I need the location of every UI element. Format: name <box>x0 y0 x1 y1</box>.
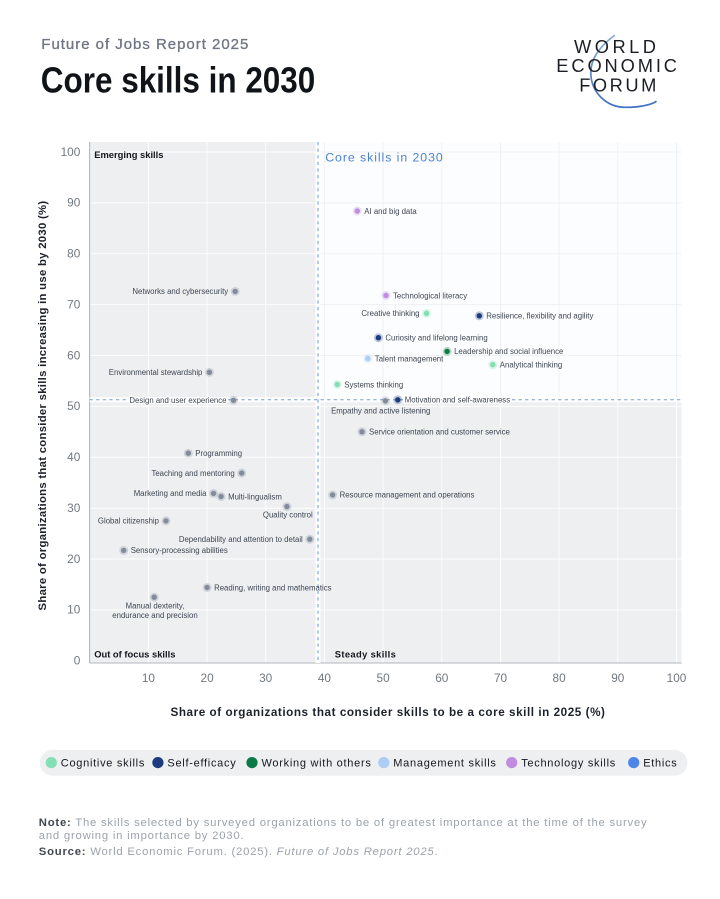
svg-text:Manual dexterity,: Manual dexterity, <box>126 602 185 611</box>
svg-text:Creative thinking: Creative thinking <box>361 309 419 318</box>
svg-text:Empathy and active listening: Empathy and active listening <box>331 407 430 416</box>
svg-text:60: 60 <box>435 671 449 685</box>
svg-text:Out of focus skills: Out of focus skills <box>94 648 175 659</box>
svg-text:20: 20 <box>67 552 81 566</box>
svg-text:90: 90 <box>611 671 625 685</box>
svg-text:0: 0 <box>74 654 81 668</box>
svg-text:Reading, writing and mathemati: Reading, writing and mathematics <box>214 583 332 592</box>
svg-text:Ethics: Ethics <box>643 757 677 769</box>
svg-text:Service orientation and custom: Service orientation and customer service <box>369 428 510 437</box>
svg-text:Management skills: Management skills <box>393 757 496 769</box>
svg-text:Systems thinking: Systems thinking <box>344 380 403 389</box>
svg-text:Resilience, flexibility and ag: Resilience, flexibility and agility <box>486 312 593 321</box>
svg-text:Self-efficacy: Self-efficacy <box>167 757 236 769</box>
svg-text:endurance and precision: endurance and precision <box>112 611 197 620</box>
svg-text:80: 80 <box>67 247 81 261</box>
svg-text:WORLD: WORLD <box>574 36 656 57</box>
svg-text:30: 30 <box>67 501 81 515</box>
svg-text:FORUM: FORUM <box>579 75 656 96</box>
svg-text:10: 10 <box>142 671 156 685</box>
svg-text:Design and user experience: Design and user experience <box>129 396 226 405</box>
svg-text:Talent management: Talent management <box>375 354 444 363</box>
svg-text:40: 40 <box>318 671 332 685</box>
svg-text:70: 70 <box>494 671 508 685</box>
svg-text:Leadership and social influenc: Leadership and social influence <box>454 347 563 356</box>
svg-text:Cognitive skills: Cognitive skills <box>61 757 145 769</box>
svg-text:30: 30 <box>259 671 273 685</box>
svg-text:AI and big data: AI and big data <box>364 207 417 216</box>
svg-text:20: 20 <box>201 671 215 685</box>
svg-text:Programming: Programming <box>195 449 242 458</box>
svg-text:Technological literacy: Technological literacy <box>393 291 467 300</box>
svg-text:Analytical thinking: Analytical thinking <box>500 361 562 370</box>
svg-text:Global citizenship: Global citizenship <box>98 517 160 526</box>
svg-text:Resource management and operat: Resource management and operations <box>340 491 475 500</box>
svg-text:Emerging skills: Emerging skills <box>94 149 163 160</box>
svg-text:Steady skills: Steady skills <box>335 648 396 659</box>
svg-text:Motivation and self-awareness: Motivation and self-awareness <box>405 396 510 405</box>
svg-text:Future of Jobs Report 2025: Future of Jobs Report 2025 <box>41 36 248 53</box>
svg-text:Curiosity and lifelong learnin: Curiosity and lifelong learning <box>385 334 487 343</box>
svg-text:Marketing and media: Marketing and media <box>134 489 207 498</box>
svg-text:Teaching and mentoring: Teaching and mentoring <box>151 469 234 478</box>
svg-text:ECONOMIC: ECONOMIC <box>556 55 677 76</box>
svg-text:50: 50 <box>377 671 391 685</box>
svg-text:Environmental stewardship: Environmental stewardship <box>109 368 203 377</box>
svg-text:Dependability and attention to: Dependability and attention to detail <box>179 535 303 544</box>
svg-text:Multi-lingualism: Multi-lingualism <box>228 492 282 501</box>
svg-text:Sensory-processing abilities: Sensory-processing abilities <box>131 546 228 555</box>
svg-text:Core skills in 2030: Core skills in 2030 <box>41 59 316 100</box>
svg-text:Core skills in 2030: Core skills in 2030 <box>325 151 443 165</box>
svg-text:100: 100 <box>61 145 81 159</box>
svg-text:40: 40 <box>67 450 81 464</box>
svg-text:50: 50 <box>67 399 81 413</box>
svg-text:Quality control: Quality control <box>263 511 313 520</box>
svg-text:60: 60 <box>67 348 81 362</box>
svg-text:10: 10 <box>67 603 81 617</box>
svg-text:80: 80 <box>553 671 567 685</box>
svg-text:Networks and cybersecurity: Networks and cybersecurity <box>132 287 228 296</box>
svg-text:Share of organizations that co: Share of organizations that consider ski… <box>171 706 606 719</box>
svg-text:Share of organizations that co: Share of organizations that consider ski… <box>37 201 49 611</box>
svg-text:70: 70 <box>67 297 81 311</box>
svg-text:100: 100 <box>667 671 687 685</box>
svg-text:90: 90 <box>67 196 81 210</box>
svg-text:Technology skills: Technology skills <box>521 757 616 769</box>
svg-text:Working with others: Working with others <box>262 757 372 769</box>
